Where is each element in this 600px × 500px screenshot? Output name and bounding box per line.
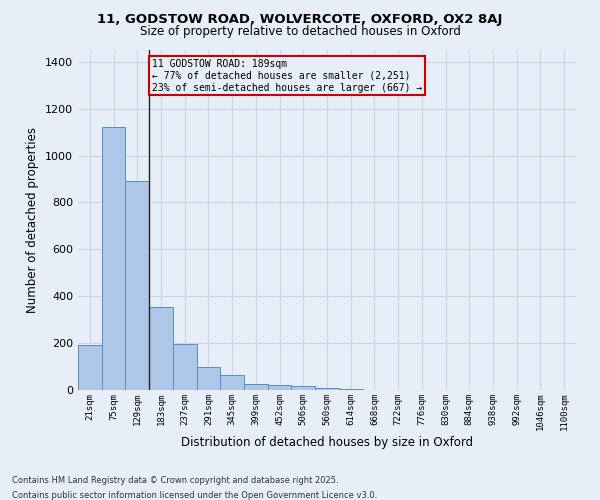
- Bar: [292, 386, 315, 390]
- Bar: [339, 389, 362, 390]
- Text: Contains HM Land Registry data © Crown copyright and database right 2025.: Contains HM Land Registry data © Crown c…: [12, 476, 338, 485]
- Bar: [149, 307, 173, 390]
- Text: 11 GODSTOW ROAD: 189sqm
← 77% of detached houses are smaller (2,251)
23% of semi: 11 GODSTOW ROAD: 189sqm ← 77% of detache…: [152, 60, 422, 92]
- Bar: [173, 344, 197, 390]
- Text: Size of property relative to detached houses in Oxford: Size of property relative to detached ho…: [140, 25, 460, 38]
- Text: 11, GODSTOW ROAD, WOLVERCOTE, OXFORD, OX2 8AJ: 11, GODSTOW ROAD, WOLVERCOTE, OXFORD, OX…: [97, 12, 503, 26]
- Bar: [78, 346, 102, 390]
- Bar: [197, 366, 220, 390]
- X-axis label: Distribution of detached houses by size in Oxford: Distribution of detached houses by size …: [181, 436, 473, 449]
- Bar: [220, 375, 244, 390]
- Bar: [244, 384, 268, 390]
- Bar: [102, 128, 125, 390]
- Bar: [268, 385, 292, 390]
- Y-axis label: Number of detached properties: Number of detached properties: [26, 127, 40, 313]
- Text: Contains public sector information licensed under the Open Government Licence v3: Contains public sector information licen…: [12, 491, 377, 500]
- Bar: [315, 388, 339, 390]
- Bar: [125, 182, 149, 390]
